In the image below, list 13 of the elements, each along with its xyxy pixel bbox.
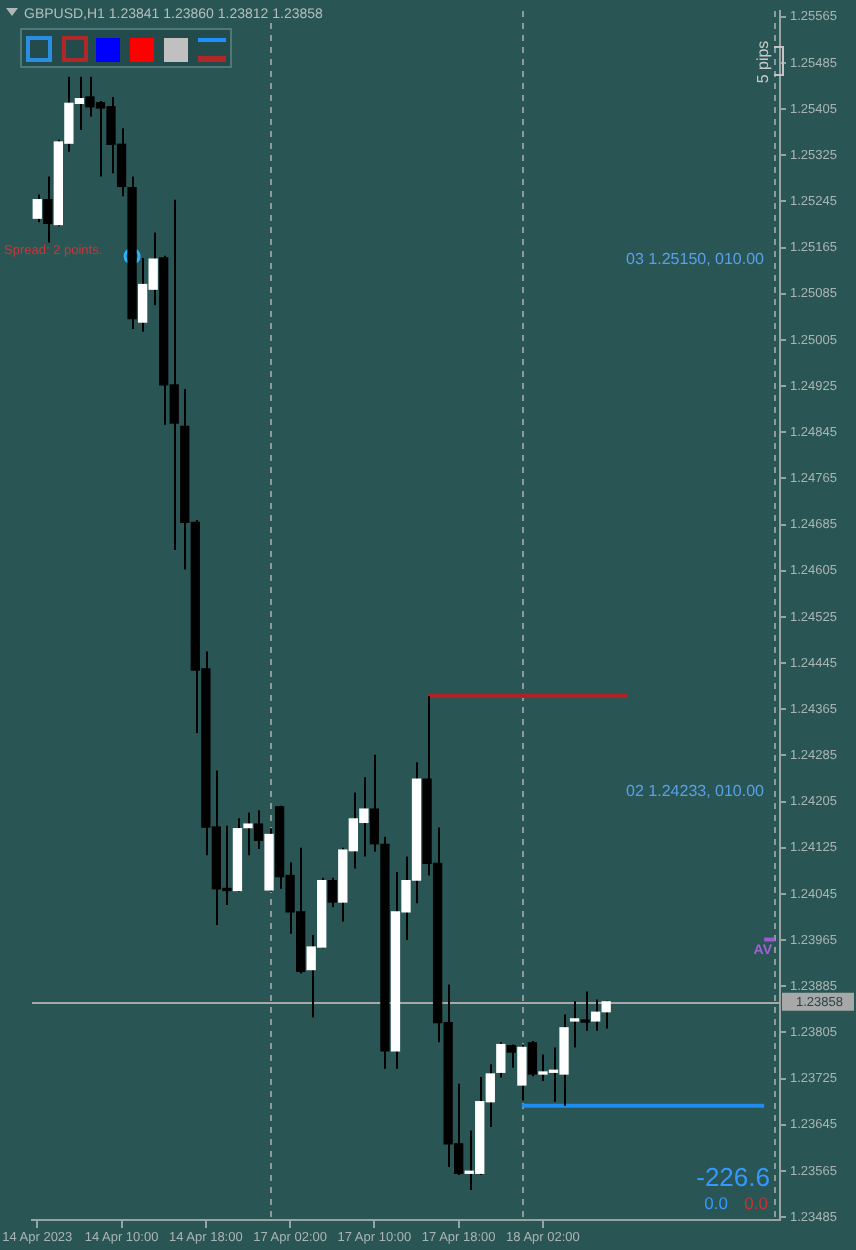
candlestick	[580, 990, 590, 1032]
candlestick	[601, 999, 611, 1030]
annotation: 0.0	[744, 1193, 769, 1214]
annotation: 03 1.25150, 010.00	[626, 250, 766, 269]
candlestick	[369, 753, 380, 853]
candlestick	[43, 175, 53, 244]
annotation: 0.0	[704, 1193, 729, 1214]
candlestick	[253, 809, 264, 850]
annotation: 5 pips	[754, 40, 773, 84]
annotation: -226.6	[696, 1162, 770, 1193]
annotation: 02 1.24233, 010.00	[626, 782, 766, 801]
candlestick	[527, 1040, 538, 1078]
candlestick	[327, 876, 337, 909]
